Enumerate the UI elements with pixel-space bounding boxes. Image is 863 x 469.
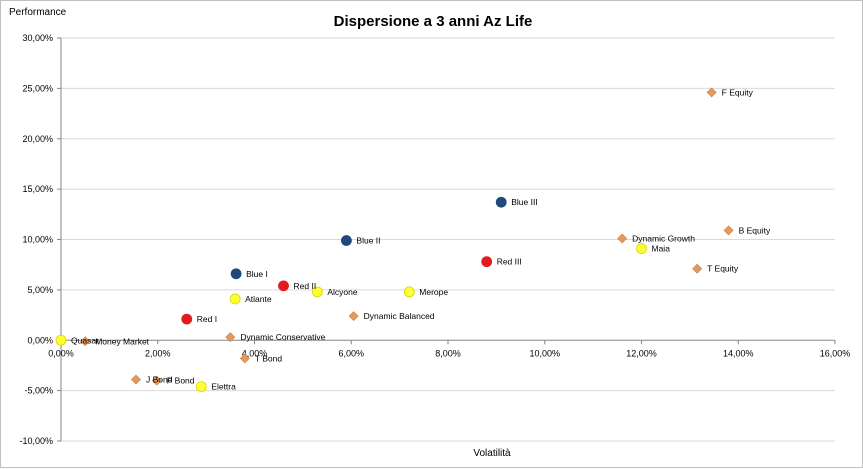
circle-marker [229,293,241,305]
x-tick-label: 14,00% [723,348,754,358]
diamond-marker [348,311,359,321]
point-label: Merope [419,287,448,297]
point-label: Elettra [211,382,236,392]
x-tick-label: 10,00% [529,348,560,358]
x-tick-label: 12,00% [626,348,657,358]
y-axis-title: Performance [9,7,67,18]
y-tick-label: 25,00% [22,83,53,93]
point-label: Atlante [245,294,272,304]
point-label: Red III [497,257,522,267]
y-tick-label: 20,00% [22,134,53,144]
point-label: Dynamic Conservative [240,332,325,342]
x-tick-label: 8,00% [435,348,461,358]
x-axis-title: Volatilità [473,448,511,459]
diamond-marker [151,375,162,386]
point-label: Blue I [246,269,268,279]
point-label: Money Market [95,336,149,346]
diamond-marker [706,87,717,98]
y-tick-label: -5,00% [24,386,53,396]
diamond-marker [723,225,734,236]
point-label: Blue II [356,236,380,246]
point-label: T Bond [255,353,283,363]
circle-marker [311,286,323,298]
point-label: Red II [294,281,317,291]
circle-marker [55,334,67,346]
y-tick-label: -10,00% [19,436,53,446]
circle-marker [195,381,207,392]
point-label: Alcyone [327,287,358,297]
point-label: Blue III [511,197,537,207]
diamond-marker [239,353,250,364]
y-tick-label: 30,00% [22,33,53,43]
point-label: B Equity [739,225,771,235]
y-tick-label: 5,00% [27,285,53,295]
diamond-marker [225,332,236,343]
diamond-marker [692,263,703,274]
point-label: Quasar [71,335,99,345]
circle-marker [230,268,242,280]
circle-marker [278,280,289,292]
circle-marker [636,243,647,254]
x-tick-label: 16,00% [820,348,851,358]
point-label: F Equity [722,87,754,97]
circle-marker [495,196,507,208]
tick-labels: -10,00% -5,00% 0,00% 5,00% 10,00% 15,00% 20,00… [19,33,850,446]
point-label: Maia [652,244,671,254]
x-tick-label: 0,00% [48,348,74,358]
circle-marker [341,235,352,246]
diamond-marker [617,233,628,244]
point-label: T Equity [707,264,739,274]
x-tick-label: 6,00% [338,348,364,358]
data-labels: Blue I Blue II Blue III Red I Red II Red III Q… [71,87,771,391]
circle-marker [481,256,493,268]
axes [57,37,836,442]
y-tick-label: 0,00% [27,335,53,345]
point-label: Red I [197,314,217,324]
diamond-marker [80,336,91,347]
point-label: Dynamic Growth [632,233,695,243]
point-label: J Bond [146,375,173,385]
point-label: Dynamic Balanced [364,311,435,321]
diamond-marker [131,374,141,385]
gridlines [61,37,835,442]
point-label: P Bond [167,376,195,386]
chart-title: Dispersione a 3 anni Az Life [334,13,533,30]
y-tick-label: 10,00% [22,235,53,245]
data-points [55,87,734,392]
circle-marker [403,286,415,298]
y-tick-label: 15,00% [22,184,53,194]
x-tick-label: 4,00% [242,348,268,358]
circle-marker [181,313,193,325]
x-tick-label: 2,00% [145,348,171,358]
